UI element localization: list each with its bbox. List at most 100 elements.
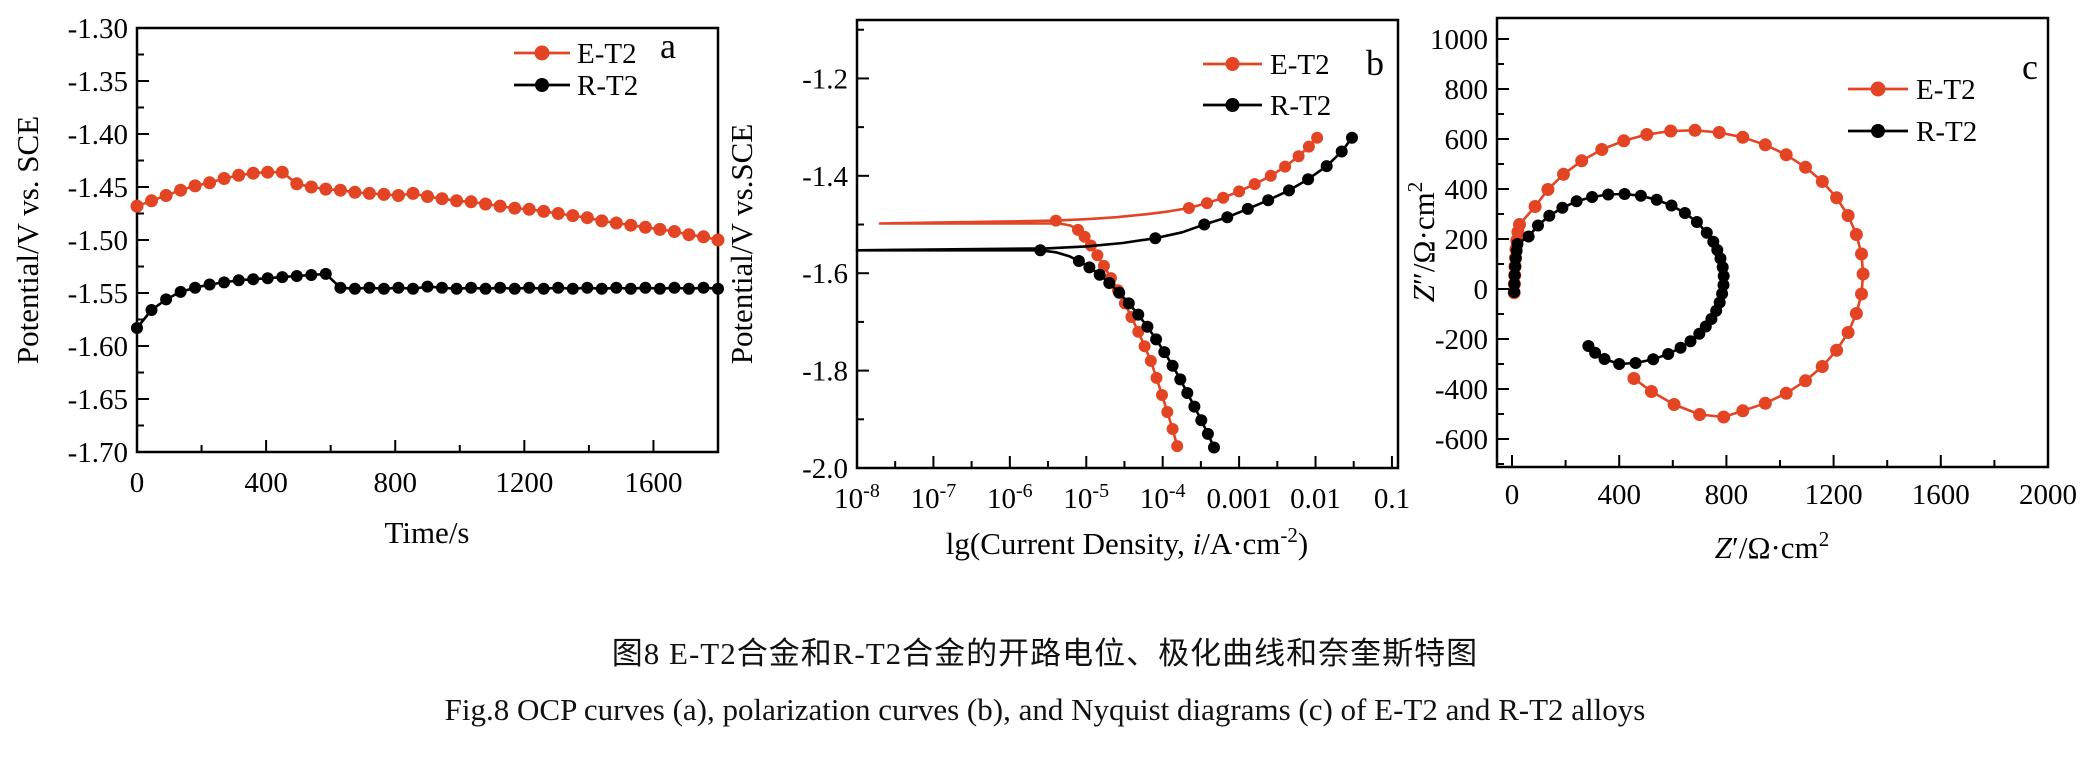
data-point-marker [1640, 128, 1654, 141]
legend-marker [535, 78, 549, 92]
data-point-marker [1650, 193, 1663, 206]
data-point-marker [1166, 423, 1179, 435]
data-point-marker [712, 282, 724, 295]
y-tick-label: 1000 [1430, 24, 1488, 56]
data-point-marker [1138, 340, 1151, 353]
data-point-marker [1156, 389, 1168, 401]
x-tick-label: 2000 [2019, 479, 2077, 511]
data-point-marker [363, 281, 376, 294]
x-tick-label: 10-8 [834, 480, 880, 515]
y-axis-label: Potential/V vs.SCE [724, 124, 759, 365]
plot-frame [855, 18, 1400, 470]
data-point-marker [1647, 353, 1660, 366]
x-tick-label: 1200 [495, 467, 553, 499]
x-tick-label: 0.1 [1374, 483, 1410, 515]
data-point-marker [1613, 358, 1626, 370]
data-point-marker [246, 166, 260, 180]
panel-letter: c [2022, 47, 2038, 87]
data-point-marker [1279, 160, 1292, 173]
y-tick-label: -1.4 [802, 161, 848, 193]
data-point-marker [1195, 414, 1208, 427]
data-point-marker [1091, 249, 1104, 262]
y-axis-label: Z″/Ω·cm2 [1403, 182, 1441, 303]
data-point-marker [595, 214, 609, 228]
data-point-marker [1049, 214, 1062, 227]
data-point-marker [450, 194, 464, 208]
data-point-marker [1779, 148, 1793, 162]
data-point-marker [537, 204, 551, 218]
data-point-marker [1799, 374, 1812, 388]
y-tick-label: -1.40 [68, 119, 128, 151]
legend: E-T2 R-T2 [1203, 49, 1331, 122]
data-point-marker [348, 282, 361, 295]
data-point-marker [1602, 188, 1615, 201]
data-point-marker [522, 202, 536, 216]
data-point-marker [290, 177, 304, 191]
data-point-marker [609, 216, 623, 230]
data-point-marker [1693, 327, 1706, 340]
y-tick-label: 800 [1445, 74, 1489, 106]
legend-label: R-T2 [1916, 116, 1977, 148]
data-point-marker [1556, 201, 1569, 214]
series-e-t2 [130, 165, 725, 247]
data-point-marker [1736, 404, 1750, 418]
data-point-marker [1302, 173, 1315, 186]
panel-letter: a [660, 26, 676, 66]
data-point-marker [653, 282, 666, 295]
data-point-marker [276, 271, 289, 284]
data-point-marker [1302, 140, 1315, 153]
data-point-marker [1508, 278, 1521, 290]
data-point-marker [1182, 202, 1195, 214]
axis-tick-labels: 10-8 10-7 10-6 10-5 10-4 0.001 0.01 0.1 -1.2 -1.4… [802, 63, 1410, 515]
data-point-marker [1161, 406, 1174, 418]
data-point-marker [1799, 160, 1812, 174]
data-point-marker [247, 273, 260, 286]
data-point-marker [232, 168, 246, 182]
data-point-marker [1262, 194, 1275, 207]
chart-c: 0 400 800 1200 1600 200010008006004002000-200… [1403, 16, 2077, 565]
y-tick-label: -1.45 [68, 172, 128, 204]
data-point-marker [493, 199, 507, 213]
data-point-marker [1543, 209, 1556, 222]
y-tick-label: -1.6 [802, 258, 848, 290]
series-e-t2 [1507, 123, 1870, 424]
data-point-marker [1700, 226, 1713, 239]
data-point-marker [464, 195, 478, 209]
data-point-marker [1511, 238, 1524, 250]
x-axis-label: Z′/Ω·cm2 [1715, 527, 1829, 565]
y-tick-label: -1.50 [68, 225, 128, 257]
data-point-marker [1217, 191, 1230, 204]
data-point-marker [1132, 325, 1145, 338]
data-point-marker [566, 282, 579, 295]
data-point-marker [130, 199, 144, 213]
data-point-marker [638, 220, 652, 234]
series-line [855, 137, 1354, 449]
data-point-marker [304, 180, 318, 194]
data-point-marker [1595, 143, 1609, 156]
y-tick-label: -1.65 [68, 384, 128, 416]
chart-a: 0 400 800 1200 1600 -1.30 -1.35 -1.40 -1.45 -1.50… [10, 13, 725, 550]
data-point-marker [1283, 184, 1295, 197]
legend-marker [1225, 98, 1240, 112]
x-tick-label: 400 [1597, 479, 1641, 511]
x-tick-label: 10-5 [1063, 480, 1109, 515]
legend-marker [1871, 124, 1885, 138]
y-tick-label: -1.30 [68, 13, 128, 45]
data-point-marker [1841, 209, 1855, 222]
x-tick-label: 800 [373, 467, 417, 499]
data-point-marker [1618, 188, 1631, 200]
data-point-marker [508, 282, 521, 295]
series-r-t2 [1508, 188, 1730, 370]
x-tick-label: 10-6 [987, 480, 1033, 515]
x-tick-label: 400 [244, 467, 288, 499]
data-point-marker [436, 281, 448, 294]
data-point-marker [1320, 160, 1333, 173]
y-tick-label: -1.35 [68, 66, 128, 98]
data-point-marker [697, 230, 710, 244]
data-point-marker [1171, 440, 1184, 453]
data-point-marker [421, 190, 434, 203]
data-point-marker [1233, 185, 1246, 198]
data-point-marker [1582, 340, 1595, 352]
data-point-marker [610, 281, 623, 294]
data-point-marker [1815, 360, 1829, 373]
